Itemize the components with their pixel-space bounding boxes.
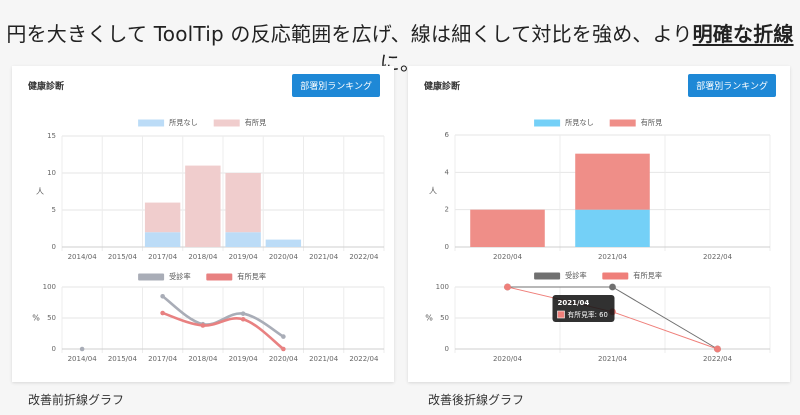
y-tick-label: 50: [440, 314, 449, 322]
legend-label: 有所見: [245, 118, 267, 127]
tooltip-title: 2021/04: [558, 299, 590, 307]
series-line: [161, 295, 285, 338]
legend-swatch[interactable]: [213, 119, 240, 127]
charts-before: 所見なし 有所見 0 5 10 15 人 2014/04 2015/04 2017/04 2018/…: [32, 118, 385, 363]
panel-before: 所見なし 有所見 0 5 10 15 人 2014/04 2015/04 2017/04 2018/…: [12, 66, 394, 382]
legend-label: 所見なし: [565, 118, 594, 127]
x-tick-label: 2020/04: [493, 355, 523, 363]
y-tick-label: 0: [445, 243, 449, 251]
x-tick-label: 2022/04: [703, 355, 733, 363]
y-tick-label: 50: [47, 314, 56, 322]
y-tick-label: 2: [445, 206, 449, 214]
x-tick-label: 2017/04: [148, 355, 178, 363]
legend-swatch[interactable]: [534, 272, 561, 280]
data-point[interactable]: [240, 311, 246, 316]
legend-swatch[interactable]: [534, 119, 561, 127]
data-point[interactable]: [281, 334, 286, 339]
y-tick-label: 15: [47, 132, 56, 140]
y-tick-label: 0: [52, 345, 56, 353]
y-tick-label: 10: [47, 169, 56, 177]
data-point[interactable]: [504, 283, 511, 291]
panel-title: 健康診断: [28, 82, 65, 92]
headline: 円を大きくして ToolTip の反応範囲を広げ、線は細くして対比を強め、より明…: [0, 18, 800, 76]
x-tick-label: 2018/04: [188, 355, 218, 363]
bar-segment[interactable]: [225, 173, 261, 233]
panel-title: 健康診断: [424, 82, 461, 92]
legend-label: 所見なし: [169, 118, 198, 127]
y-tick-label: 100: [43, 283, 56, 291]
x-tick-label: 2022/04: [349, 355, 379, 363]
data-point[interactable]: [714, 345, 721, 353]
y-axis-label: 人: [36, 187, 44, 196]
department-ranking-button[interactable]: 部署別ランキング: [292, 74, 380, 97]
data-point[interactable]: [160, 294, 165, 299]
legend-label: 有所見: [641, 118, 663, 127]
x-tick-label: 2021/04: [309, 355, 339, 363]
panel-after: 所見なし 有所見 0 2 4 6 人 2020/04 2021/04 2022/04 受診率 有所見率…: [408, 66, 790, 382]
y-tick-label: 0: [445, 345, 449, 353]
x-tick-label: 2018/04: [188, 253, 218, 261]
x-tick-label: 2022/04: [703, 253, 733, 261]
legend-swatch[interactable]: [138, 273, 165, 281]
y-tick-label: 6: [445, 131, 450, 139]
y-tick-label: 4: [445, 168, 450, 176]
bar-segment[interactable]: [470, 209, 545, 247]
y-tick-label: 100: [436, 283, 449, 291]
y-tick-label: 0: [52, 243, 56, 251]
x-tick-label: 2021/04: [598, 253, 628, 261]
x-tick-label: 2020/04: [269, 355, 299, 363]
bar-segment[interactable]: [185, 165, 221, 247]
bar-segment[interactable]: [144, 202, 181, 233]
headline-prefix: 円を大きくして ToolTip の反応範囲を広げ、線は細くして対比を強め、より: [6, 22, 693, 46]
data-point[interactable]: [609, 283, 616, 291]
data-point[interactable]: [240, 316, 246, 322]
data-point[interactable]: [79, 346, 85, 352]
bar-segment[interactable]: [265, 239, 302, 247]
x-tick-label: 2021/04: [309, 253, 339, 261]
tooltip-box: [552, 295, 615, 322]
x-tick-label: 2014/04: [68, 355, 98, 363]
y-tick-label: 5: [52, 206, 56, 214]
legend-label: 有所見率: [633, 271, 662, 280]
x-tick-label: 2015/04: [108, 355, 138, 363]
data-point[interactable]: [200, 323, 206, 328]
y-axis-label: %: [425, 314, 433, 323]
x-tick-label: 2022/04: [349, 253, 379, 261]
bar-segment[interactable]: [575, 209, 650, 247]
data-point[interactable]: [160, 310, 165, 316]
x-tick-label: 2019/04: [229, 355, 259, 363]
x-tick-label: 2021/04: [598, 355, 628, 363]
tooltip-label: 有所見率: 60: [568, 310, 608, 319]
caption-after: 改善後折線グラフ: [428, 393, 525, 407]
x-tick-label: 2020/04: [493, 253, 523, 261]
bar-segment[interactable]: [144, 232, 181, 247]
legend-label: 受診率: [169, 272, 191, 281]
y-axis-label: %: [32, 314, 40, 323]
x-tick-label: 2014/04: [68, 253, 98, 261]
caption-before: 改善前折線グラフ: [28, 393, 125, 407]
legend-label: 有所見率: [237, 272, 266, 281]
department-ranking-button[interactable]: 部署別ランキング: [688, 74, 776, 97]
legend-label: 受診率: [565, 271, 587, 280]
x-tick-label: 2019/04: [229, 253, 259, 261]
bar-segment[interactable]: [575, 153, 650, 210]
legend-swatch[interactable]: [602, 272, 629, 280]
x-tick-label: 2015/04: [108, 253, 138, 261]
y-axis-label: 人: [429, 187, 437, 196]
tooltip-swatch: [557, 310, 565, 319]
legend-swatch[interactable]: [138, 119, 165, 127]
legend-swatch[interactable]: [206, 273, 233, 281]
data-point[interactable]: [281, 346, 286, 352]
x-tick-label: 2017/04: [148, 253, 178, 261]
bar-segment[interactable]: [225, 232, 261, 247]
series-line: [162, 311, 285, 351]
x-tick-label: 2020/04: [269, 253, 299, 261]
legend-swatch[interactable]: [609, 119, 636, 127]
headline-emphasis: 明確な折線: [692, 22, 794, 46]
